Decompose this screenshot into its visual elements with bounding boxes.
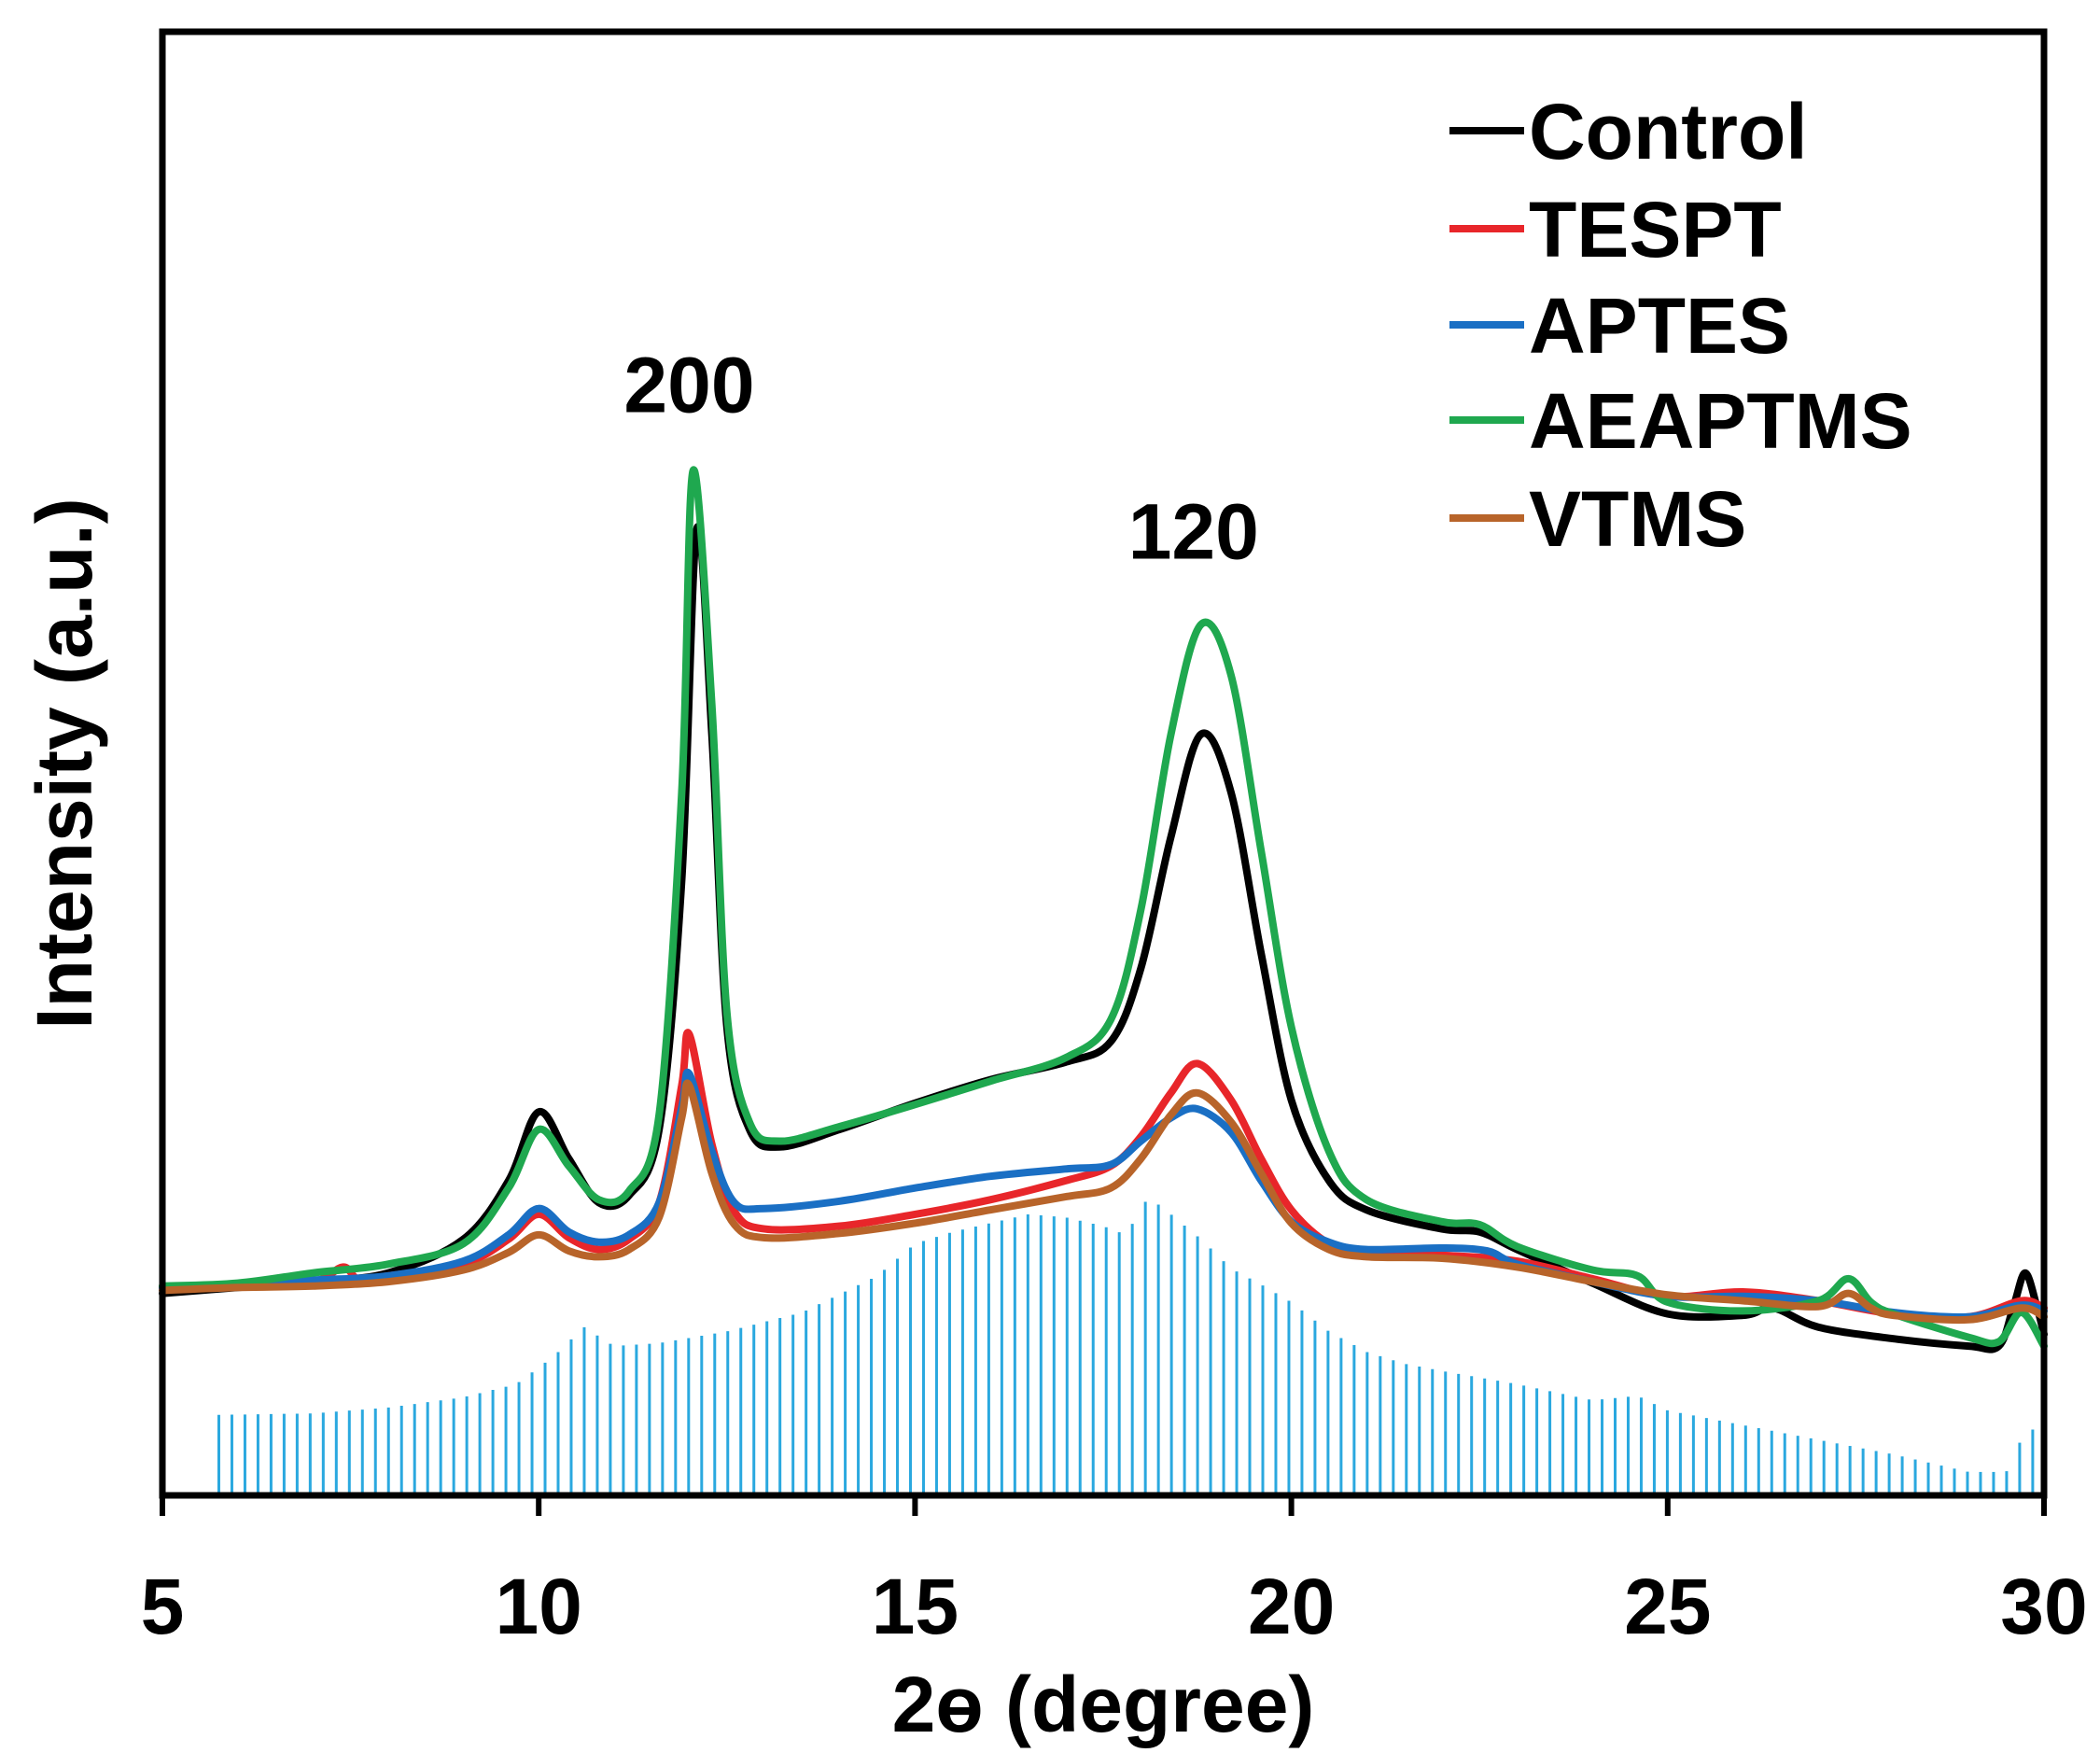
series-line-vtms: [159, 1079, 2048, 1325]
reference-pattern-bars: [217, 1201, 2035, 1495]
x-axis-title: 2ɵ (degree): [892, 1661, 1315, 1748]
peak-label-120: 120: [1128, 487, 1259, 575]
series-lines: [159, 466, 2048, 1353]
x-tick-label: 25: [1624, 1563, 1711, 1650]
peak-label-200: 200: [623, 342, 754, 429]
x-tick-label: 10: [495, 1563, 581, 1650]
x-tick-label: 30: [2000, 1563, 2087, 1650]
x-tick-label: 20: [1248, 1563, 1335, 1650]
peak-annotations: 200 120: [623, 342, 1258, 576]
x-tick-label: 5: [141, 1563, 185, 1650]
series-line-control: [159, 523, 2048, 1353]
series-line-aeaptms: [159, 466, 2048, 1351]
legend: Control TESPT APTES AEAPTMS VTMS: [1449, 88, 1912, 563]
legend-label-vtms: VTMS: [1529, 475, 1746, 563]
plot-area-frame: [159, 28, 2048, 1499]
legend-label-control: Control: [1529, 88, 1808, 175]
legend-label-aeaptms: AEAPTMS: [1529, 377, 1912, 465]
x-tick-label: 15: [872, 1563, 959, 1650]
y-axis-title: Intensity (a.u.): [21, 498, 108, 1029]
x-axis-ticks: 5 10 15 20 25 30: [141, 1495, 2088, 1650]
legend-label-tespt: TESPT: [1529, 186, 1782, 273]
legend-label-aptes: APTES: [1529, 282, 1790, 370]
